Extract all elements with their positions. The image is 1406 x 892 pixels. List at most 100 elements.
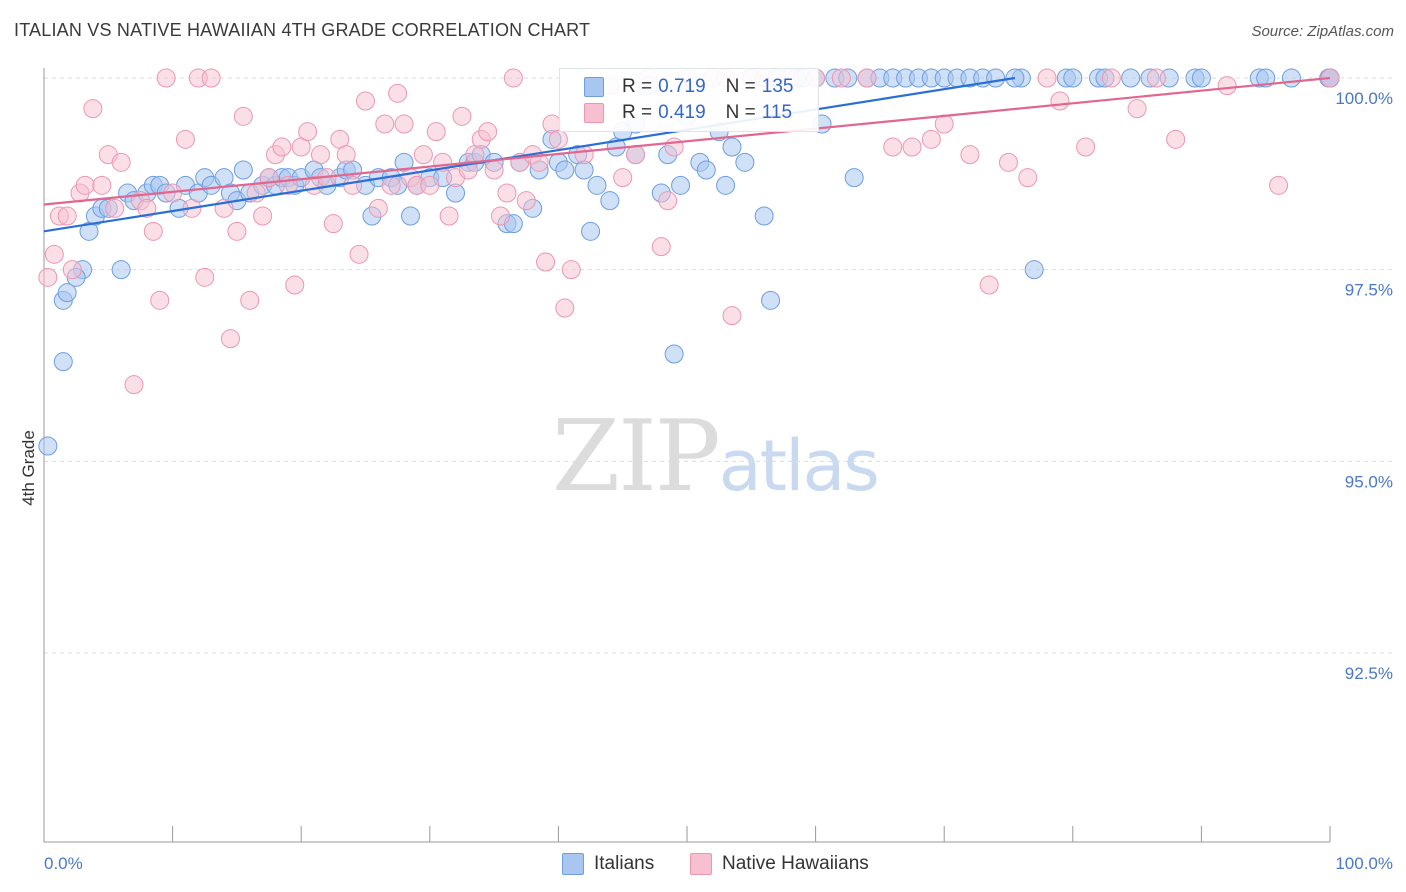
legend-r-label: R = — [622, 102, 653, 123]
watermark: ZIPatlas — [552, 400, 880, 514]
native-hawaiians-point — [491, 206, 511, 226]
native-hawaiians-point — [253, 206, 273, 226]
native-hawaiians-point — [356, 91, 375, 111]
native-hawaiians-point — [175, 129, 195, 149]
italians-point — [1024, 260, 1044, 280]
chart-title: ITALIAN VS NATIVE HAWAIIAN 4TH GRADE COR… — [14, 20, 591, 40]
stats-legend: R = 0.719 N = 135 R = 0.419 N = 115 — [559, 68, 819, 132]
native-hawaiians-point — [574, 145, 594, 165]
italians-point — [53, 352, 73, 372]
native-hawaiians-point — [272, 137, 292, 157]
native-hawaiians-point — [240, 290, 260, 310]
native-hawaiians-point — [857, 68, 877, 88]
italians-point — [1121, 68, 1141, 88]
italians-swatch — [584, 77, 604, 97]
native-hawaiians-point — [62, 260, 82, 280]
legend-row-hawaiians: R = 0.419 N = 115 — [584, 100, 798, 126]
native-hawaiians-point — [156, 68, 176, 88]
native-hawaiians-point — [478, 122, 498, 142]
italians-point — [671, 175, 691, 195]
italians-point — [664, 344, 684, 364]
italians-point — [986, 68, 1006, 88]
native-hawaiians-point — [343, 175, 363, 195]
native-hawaiians-points — [38, 68, 1340, 395]
native-hawaiians-point — [979, 275, 999, 295]
bottom-legend-hawaiians: Native Hawaiians — [690, 851, 869, 877]
legend-n-label: N = — [725, 102, 756, 123]
native-hawaiians-point — [921, 129, 941, 149]
italians-point — [722, 137, 742, 157]
native-hawaiians-point — [1076, 137, 1096, 157]
italians-point — [1063, 68, 1083, 88]
italians-point — [696, 160, 716, 180]
italians-point — [735, 152, 755, 172]
native-hawaiians-point — [1269, 175, 1289, 195]
native-hawaiians-point — [1037, 68, 1057, 88]
native-hawaiians-point — [44, 244, 64, 264]
italians-point — [401, 206, 421, 226]
italians-point — [587, 175, 607, 195]
native-hawaiians-point — [201, 68, 221, 88]
native-hawaiians-point — [651, 237, 671, 257]
native-hawaiians-point — [1018, 168, 1038, 188]
native-hawaiians-point — [394, 114, 414, 134]
italians-point — [1256, 68, 1276, 88]
native-hawaiians-point — [516, 191, 536, 211]
hawaiians-legend-swatch — [690, 853, 712, 875]
bottom-legend-italians: Italians — [562, 851, 654, 877]
italians-point — [38, 436, 58, 456]
native-hawaiians-point — [722, 306, 742, 326]
native-hawaiians-point — [368, 198, 388, 218]
italians-point — [57, 283, 77, 303]
native-hawaiians-point — [883, 137, 903, 157]
native-hawaiians-point — [664, 137, 684, 157]
native-hawaiians-point — [561, 260, 581, 280]
native-hawaiians-point — [1146, 68, 1166, 88]
italians-point — [600, 191, 620, 211]
native-hawaiians-point — [111, 152, 131, 172]
y-tick-label: 97.5% — [1345, 281, 1393, 300]
native-hawaiians-point — [999, 152, 1018, 172]
native-hawaiians-point — [227, 221, 247, 241]
native-hawaiians-point — [1166, 129, 1186, 149]
italians-point — [1191, 68, 1211, 88]
native-hawaiians-point — [1101, 68, 1121, 88]
watermark-atlas: atlas — [718, 425, 880, 507]
native-hawaiians-point — [388, 83, 408, 103]
italians-trend-line — [43, 76, 1016, 233]
native-hawaiians-point — [497, 183, 517, 203]
native-hawaiians-point — [452, 106, 472, 126]
native-hawaiians-point — [1127, 99, 1147, 119]
native-hawaiians-point — [934, 114, 954, 134]
italians-legend-swatch — [562, 853, 584, 875]
legend-n-value: 135 — [761, 76, 794, 97]
native-hawaiians-point — [150, 290, 170, 310]
native-hawaiians-point — [902, 137, 922, 157]
italians-point — [761, 290, 781, 310]
native-hawaiians-point — [75, 175, 95, 195]
native-hawaiians-point — [220, 329, 240, 349]
native-hawaiians-point — [375, 114, 395, 134]
native-hawaiians-point — [1217, 76, 1237, 96]
native-hawaiians-point — [1050, 91, 1070, 111]
native-hawaiians-point — [658, 191, 678, 211]
native-hawaiians-point — [413, 145, 433, 165]
native-hawaiians-point — [420, 175, 440, 195]
legend-row-italians: R = 0.719 N = 135 — [584, 74, 799, 100]
native-hawaiians-point — [381, 175, 401, 195]
watermark-zip: ZIP — [552, 400, 721, 514]
native-hawaiians-point — [613, 168, 633, 188]
native-hawaiians-point — [83, 99, 103, 119]
italians-point — [1281, 68, 1301, 88]
x-tick-label: 0.0% — [44, 854, 83, 873]
italians-point — [233, 160, 253, 180]
y-tick-label: 95.0% — [1345, 472, 1393, 491]
native-hawaiians-point — [233, 106, 253, 126]
legend-n-value: 115 — [761, 102, 793, 123]
native-hawaiians-point — [285, 275, 305, 295]
native-hawaiians-point — [143, 221, 163, 241]
italians-point — [716, 175, 736, 195]
legend-r-label: R = — [622, 76, 653, 97]
native-hawaiians-point — [310, 145, 330, 165]
